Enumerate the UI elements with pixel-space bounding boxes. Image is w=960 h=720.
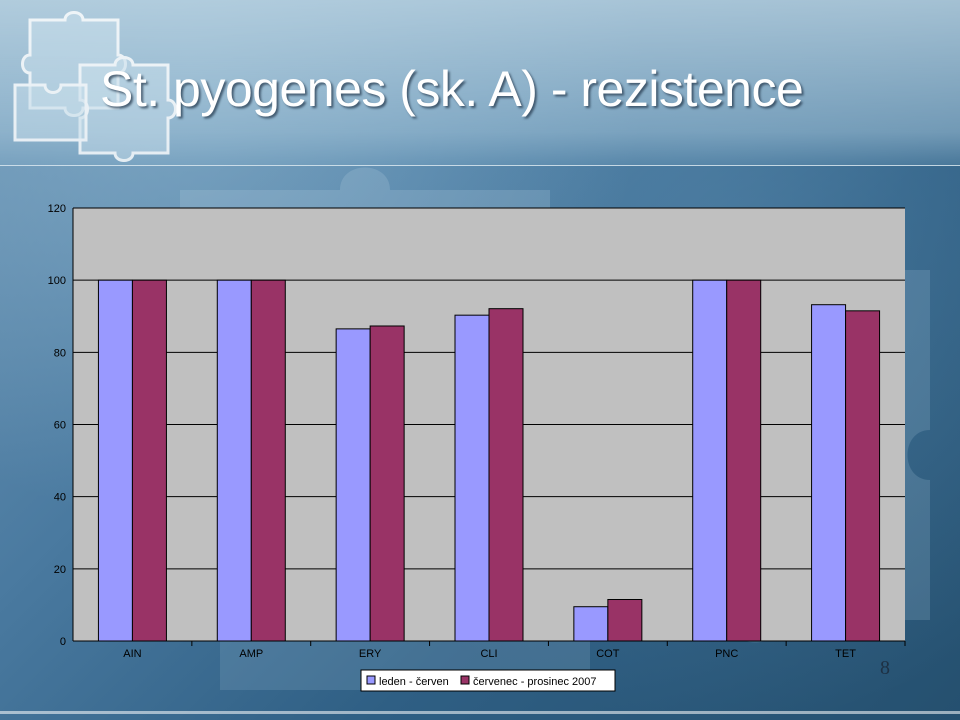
bar-2 xyxy=(488,308,524,642)
bar-2 xyxy=(369,325,405,642)
slide-title: St. pyogenes (sk. A) - rezistence xyxy=(100,61,804,117)
bar-2 xyxy=(845,310,881,642)
legend-swatch-2 xyxy=(460,675,470,685)
bottom-divider xyxy=(0,711,960,714)
bar-2 xyxy=(607,599,643,642)
x-tick-label: COT xyxy=(596,648,620,660)
bar-1 xyxy=(573,606,609,642)
x-tick-label: CLI xyxy=(480,648,497,660)
bar-1 xyxy=(454,314,490,642)
x-tick-label: ERY xyxy=(359,648,382,660)
y-tick-label: 100 xyxy=(48,275,66,287)
bar-2 xyxy=(726,279,762,642)
bar-1 xyxy=(97,279,133,642)
legend-swatch-1 xyxy=(366,675,376,685)
bar-1 xyxy=(692,279,728,642)
bar-1 xyxy=(811,304,847,642)
y-tick-label: 60 xyxy=(54,420,66,432)
bar-1 xyxy=(335,328,371,642)
bar-2 xyxy=(250,279,286,642)
x-tick-label: TET xyxy=(835,648,856,660)
header-band xyxy=(0,0,960,166)
page-number: 8 xyxy=(880,657,890,679)
x-tick-label: AMP xyxy=(239,648,263,660)
y-tick-label: 0 xyxy=(60,636,66,648)
x-tick-label: PNC xyxy=(715,648,738,660)
y-tick-label: 40 xyxy=(54,492,66,504)
y-tick-label: 120 xyxy=(48,203,66,215)
y-tick-label: 20 xyxy=(54,564,66,576)
bar-2 xyxy=(131,279,167,642)
bar-1 xyxy=(216,279,252,642)
y-tick-label: 80 xyxy=(54,347,66,359)
legend-box xyxy=(360,669,616,692)
legend-label-1: leden - červen xyxy=(379,676,449,688)
x-tick-label: AIN xyxy=(123,648,141,660)
legend-label-2: červenec - prosinec 2007 xyxy=(473,676,597,688)
puzzle-logo-icon xyxy=(13,11,177,162)
